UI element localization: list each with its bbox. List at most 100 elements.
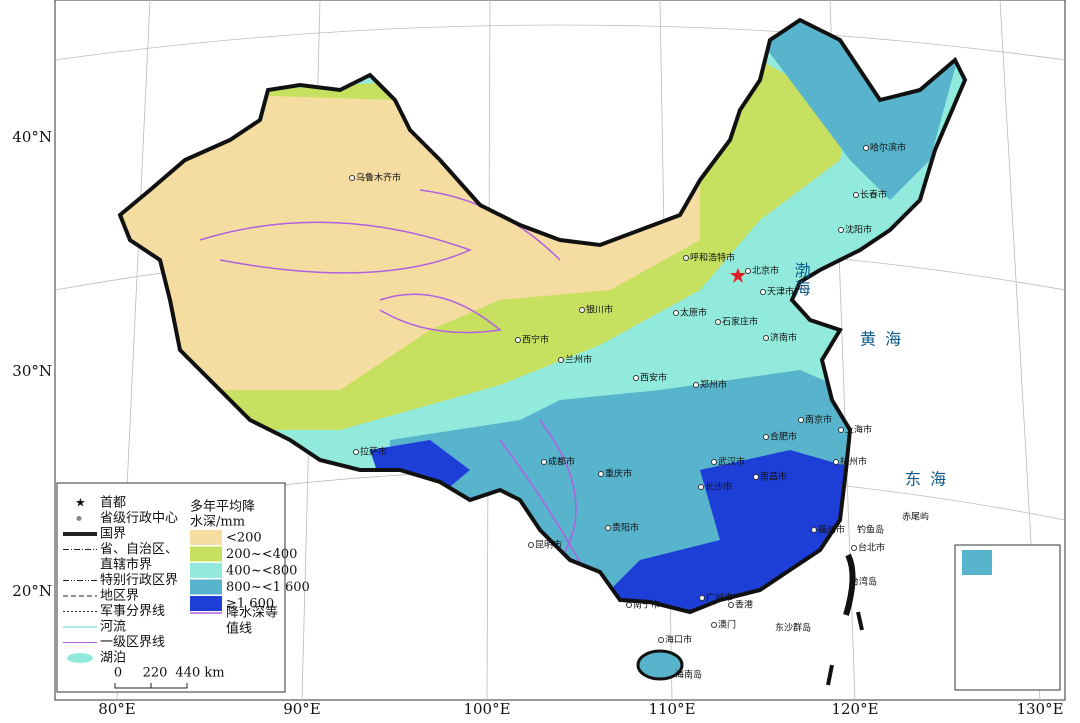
legend-swatch — [190, 596, 222, 611]
legend-swatch — [190, 563, 222, 578]
city-label: 重庆市 — [605, 468, 632, 480]
legend-swatch — [190, 579, 222, 595]
city-label: 南宁市 — [633, 599, 660, 611]
city-marker — [605, 525, 611, 531]
island-label: 东沙群岛 — [775, 622, 811, 634]
city-label: 广州市 — [706, 592, 733, 604]
city-label: 石家庄市 — [722, 316, 758, 328]
labels: 40°N 30°N 20°N 80°E 90°E 100°E 110°E 120°E 130°E… — [12, 128, 1063, 718]
city-label: 沈阳市 — [845, 224, 872, 236]
sea-label: 渤海 — [792, 262, 811, 298]
city-marker — [699, 595, 705, 601]
city-marker — [728, 602, 734, 608]
city-label: 银川市 — [586, 304, 613, 316]
nine-dash-line — [826, 611, 864, 686]
lat-label: 20°N — [12, 582, 52, 600]
city-label: 香港 — [735, 599, 753, 611]
city-marker — [760, 289, 766, 295]
city-label: 济南市 — [770, 332, 797, 344]
city-label: 台北市 — [858, 542, 885, 554]
city-marker — [693, 382, 699, 388]
taiwan — [843, 553, 856, 616]
legend-label: 省级行政中心 — [100, 511, 178, 526]
isoline — [199, 221, 473, 274]
city-label: 北京市 — [752, 265, 779, 277]
city-label: 乌鲁木齐市 — [356, 172, 401, 184]
lat-label: 30°N — [12, 362, 52, 380]
legend-label: 200~<400 — [226, 547, 297, 562]
scale-bar — [114, 683, 188, 689]
city-marker — [798, 417, 804, 423]
legend-label: 河流 — [100, 620, 126, 635]
city-label: 合肥市 — [770, 431, 797, 443]
legend-label: 800~<1 600 — [226, 580, 310, 595]
city-marker — [353, 449, 359, 455]
city-label: 贵阳市 — [612, 522, 639, 534]
city-marker — [711, 622, 717, 628]
legend-label: 一级区界线 — [100, 635, 165, 650]
city-label: 昆明市 — [535, 539, 562, 551]
city-label: 哈尔滨市 — [870, 142, 906, 154]
legend-label: 省、自治区、 — [100, 542, 178, 557]
city-marker — [598, 471, 604, 477]
city-label: 南昌市 — [760, 471, 787, 483]
city-label: 海口市 — [665, 634, 692, 646]
city-marker — [838, 227, 844, 233]
sea-label: 东 海 — [905, 470, 948, 489]
city-marker — [763, 335, 769, 341]
legend-symbol — [67, 653, 93, 663]
city-label: 长春市 — [860, 189, 887, 201]
legend-label: 地区界 — [100, 589, 139, 604]
legend-box — [56, 482, 286, 693]
city-marker — [683, 255, 689, 261]
legend-title: 多年平均降 — [190, 499, 255, 515]
lon-label: 80°E — [98, 700, 136, 718]
island-label: 台湾岛 — [850, 576, 877, 588]
city-label: 杭州市 — [840, 456, 867, 468]
city-label: 天津市 — [767, 286, 794, 298]
city-marker — [851, 545, 857, 551]
hainan — [636, 649, 684, 681]
capital-star — [730, 268, 746, 283]
lon-label: 110°E — [648, 700, 695, 718]
island-label: 赤尾屿 — [902, 512, 929, 523]
lon-label: 120°E — [831, 700, 878, 718]
city-label: 太原市 — [680, 307, 707, 319]
city-marker — [698, 484, 704, 490]
legend-label: ≥1 600 — [226, 597, 274, 612]
city-label: 长沙市 — [705, 481, 732, 493]
city-label: 武汉市 — [718, 456, 745, 468]
city-label: 澳门 — [718, 619, 736, 631]
isoline — [539, 419, 577, 561]
city-marker — [763, 434, 769, 440]
legend-label: 国界 — [100, 527, 126, 542]
legend-label: 湖泊 — [100, 651, 126, 666]
city-marker — [626, 602, 632, 608]
city-marker — [633, 375, 639, 381]
scale-label: 440 km — [175, 666, 224, 681]
sea-label: 黄 海 — [860, 330, 903, 349]
city-marker — [745, 268, 751, 274]
city-marker — [753, 474, 759, 480]
city-label: 西宁市 — [522, 334, 549, 346]
scale-label: 0 — [114, 666, 122, 681]
city-label: 郑州市 — [700, 379, 727, 391]
lon-label: 100°E — [463, 700, 510, 718]
legend-label: <200 — [226, 531, 262, 546]
city-marker — [349, 175, 355, 181]
city-marker — [673, 310, 679, 316]
city-label: 上海市 — [845, 424, 872, 436]
legend-swatch — [190, 530, 222, 545]
legend-label: 值线 — [226, 621, 252, 637]
city-label: 拉萨市 — [360, 446, 387, 458]
city-label: 成都市 — [548, 456, 575, 468]
city-marker — [658, 637, 664, 643]
city-label: 兰州市 — [565, 354, 592, 366]
legend-swatch — [190, 546, 222, 562]
city-marker — [811, 527, 817, 533]
city-marker — [515, 337, 521, 343]
city-marker — [863, 145, 869, 151]
legend: ★ 首都省级行政中心国界省、自治区、直辖市界特别行政区界地区界军事分界线河流一级区… — [63, 496, 310, 689]
legend-label: 400~<800 — [226, 564, 297, 579]
